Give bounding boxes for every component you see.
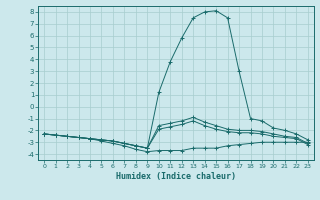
X-axis label: Humidex (Indice chaleur): Humidex (Indice chaleur) xyxy=(116,172,236,181)
